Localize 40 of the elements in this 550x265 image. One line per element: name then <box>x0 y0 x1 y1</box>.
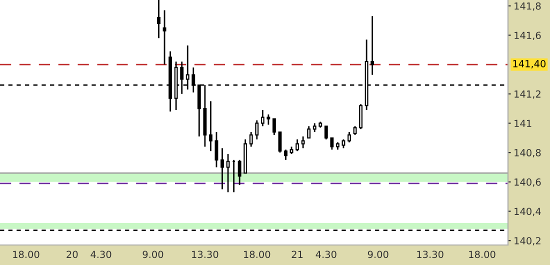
y-tick-label: 141,8 <box>514 2 541 11</box>
y-tick-label: 141,6 <box>514 32 541 40</box>
y-tick-label: 140,8 <box>514 149 541 158</box>
candlestick <box>370 15 374 76</box>
candlestick <box>296 138 300 152</box>
x-tick-label: 18.00 <box>469 250 496 258</box>
x-tick-label: 9.00 <box>368 250 388 258</box>
candlestick <box>249 131 253 148</box>
y-tick-label: 140,2 <box>514 237 540 246</box>
candlestick <box>260 109 264 127</box>
candlestick <box>220 147 224 190</box>
candlestick <box>348 131 351 143</box>
candlestick <box>255 120 259 140</box>
x-tick-label: 4.30 <box>316 250 336 258</box>
x-tick-label: 18.00 <box>244 250 270 258</box>
candlestick <box>301 136 305 149</box>
x-tick-label: 4.30 <box>90 250 112 258</box>
x-tick-label: 13.30 <box>417 250 444 258</box>
x-tick-label: 20 <box>66 250 78 258</box>
candlestick <box>284 148 288 161</box>
candlestick <box>162 10 166 66</box>
x-tick-label: 21 <box>292 250 303 258</box>
candlestick <box>208 100 212 152</box>
candlestick <box>359 103 363 130</box>
candlestick <box>157 0 160 39</box>
y-tick-label: 141,2 <box>514 90 540 99</box>
candlestick <box>266 114 270 126</box>
candlestick <box>272 118 276 136</box>
x-tick-label: 13.30 <box>192 250 218 258</box>
candlestick <box>226 153 230 193</box>
candlestick <box>330 137 334 150</box>
candlestick <box>307 125 311 139</box>
y-tick-label: 141 <box>514 120 532 127</box>
y-tick-label: 140,6 <box>514 178 541 187</box>
x-tick-label: 9.00 <box>142 250 164 258</box>
ref-line-label: 141,40 <box>513 60 546 68</box>
x-tick-label: 18.00 <box>13 250 40 258</box>
candlestick <box>238 159 242 186</box>
y-tick-label: 140,4 <box>514 208 541 216</box>
candlestick <box>324 125 328 140</box>
